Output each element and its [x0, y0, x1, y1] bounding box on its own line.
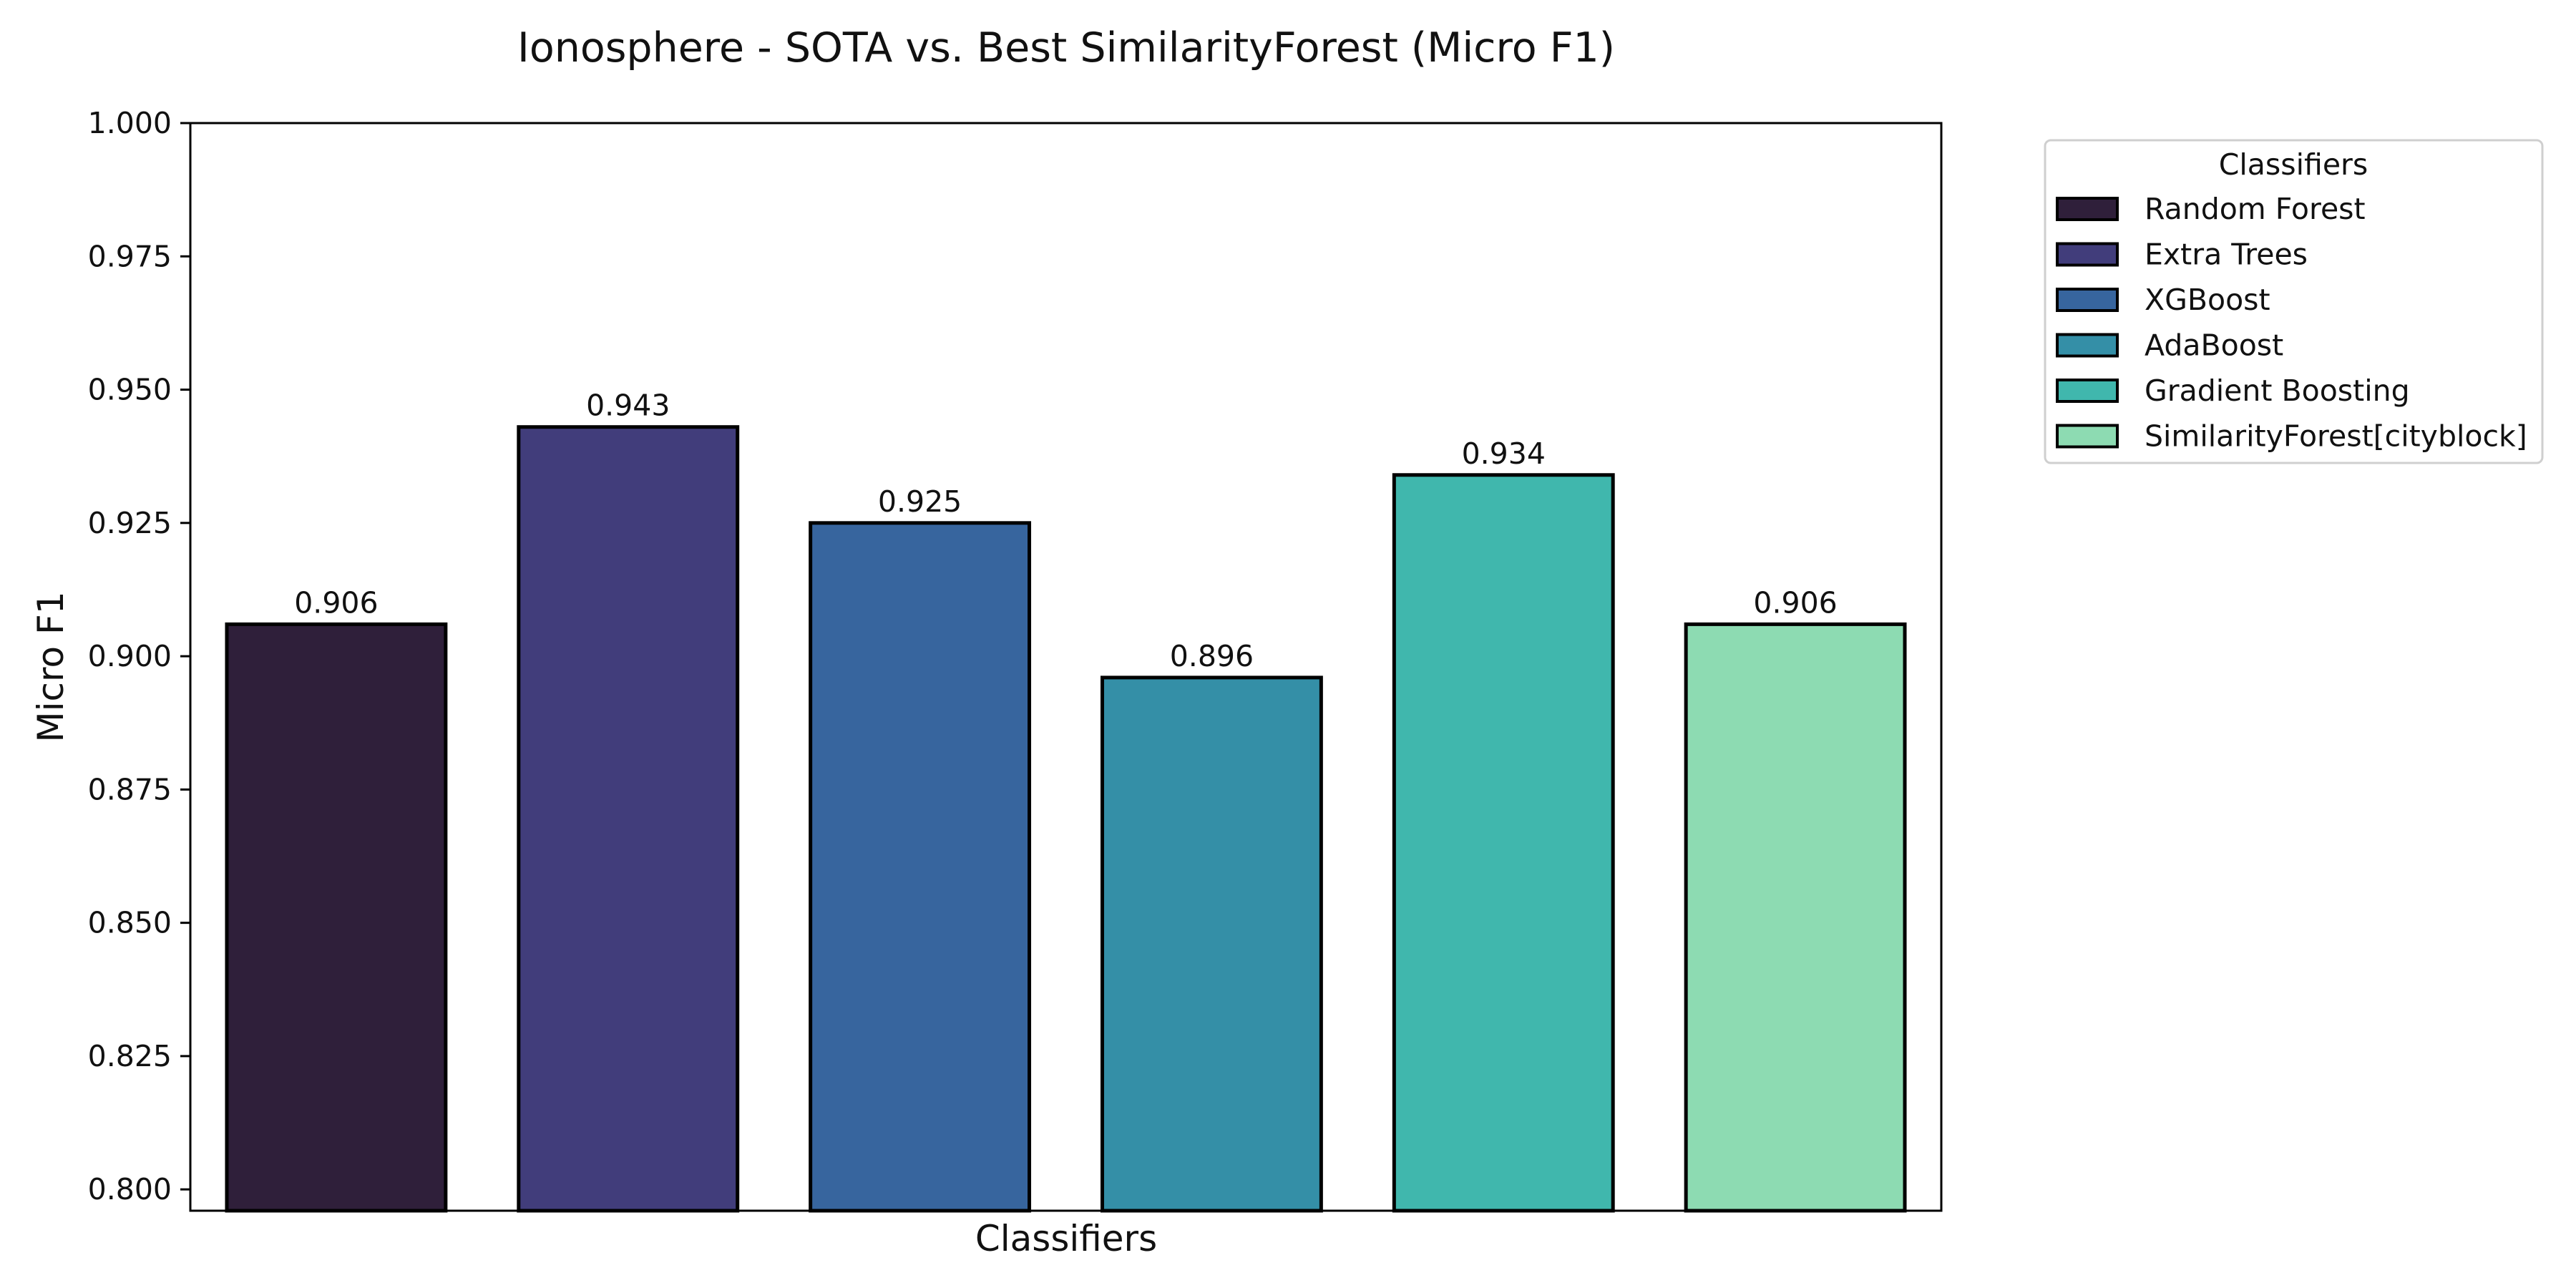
legend-items: Random Forest Extra Trees XGBoost AdaBoost G… [2056, 192, 2527, 454]
y-tick-label: 0.800 [88, 1172, 172, 1206]
bar-value-label: 0.896 [1170, 639, 1254, 673]
legend-label: Random Forest [2145, 192, 2366, 226]
chart-title: Ionosphere - SOTA vs. Best SimilarityFor… [517, 24, 1615, 72]
bars-group [225, 425, 1907, 1213]
legend-swatch [2056, 424, 2119, 449]
legend-swatch [2056, 379, 2119, 403]
legend-swatch [2056, 242, 2119, 267]
y-tick-label: 0.975 [88, 239, 172, 273]
y-tick-label: 0.825 [88, 1039, 172, 1073]
y-tick-label: 0.875 [88, 772, 172, 806]
bar-adaboost [1100, 675, 1323, 1213]
bar-value-label: 0.925 [878, 484, 962, 519]
y-tick-label: 0.925 [88, 506, 172, 540]
bar-random-forest [225, 622, 448, 1213]
bar-value-label: 0.906 [1753, 585, 1837, 620]
legend-label: AdaBoost [2145, 328, 2283, 363]
legend-label: SimilarityForest[cityblock] [2145, 419, 2527, 454]
legend-frame [2044, 139, 2544, 464]
y-axis-label: Micro F1 [30, 591, 72, 742]
y-tick-label: 1.000 [88, 106, 172, 140]
bar-value-label: 0.934 [1462, 436, 1546, 471]
legend-swatch [2056, 197, 2119, 221]
legend-label: XGBoost [2145, 283, 2270, 317]
bar-extra-trees [517, 425, 740, 1213]
bar-value-label: 0.906 [294, 585, 378, 620]
legend-swatch [2056, 288, 2119, 312]
legend-title: Classifiers [2219, 147, 2368, 182]
bar-similarityforest-cityblock [1684, 622, 1907, 1213]
y-tick-label: 0.900 [88, 639, 172, 673]
legend-label: Gradient Boosting [2145, 374, 2410, 408]
x-axis-label: Classifiers [975, 1218, 1157, 1259]
bar-value-label: 0.943 [586, 389, 670, 423]
legend: Classifiers Random Forest Extra Trees XGBo… [2044, 139, 2544, 464]
y-tick-label: 0.850 [88, 906, 172, 940]
bar-labels-group: 0.906 0.943 0.925 0.896 0.934 0.906 [294, 389, 1838, 673]
y-tick-label: 0.950 [88, 373, 172, 407]
bar-xgboost [809, 521, 1032, 1213]
y-axis: 0.800 0.825 0.850 0.875 0.900 0.925 0.950 0.975… [88, 106, 190, 1206]
legend-swatch [2056, 333, 2119, 358]
legend-label: Extra Trees [2145, 238, 2308, 272]
bar-gradient-boosting [1392, 473, 1615, 1213]
plot-frame [189, 122, 1943, 1212]
